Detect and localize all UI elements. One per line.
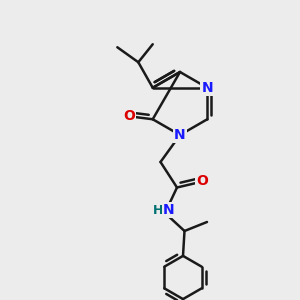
Text: N: N <box>202 81 213 95</box>
Text: N: N <box>163 203 174 217</box>
Text: H: H <box>153 203 164 217</box>
Text: O: O <box>123 109 135 123</box>
Text: O: O <box>196 175 208 188</box>
Text: N: N <box>174 128 186 142</box>
